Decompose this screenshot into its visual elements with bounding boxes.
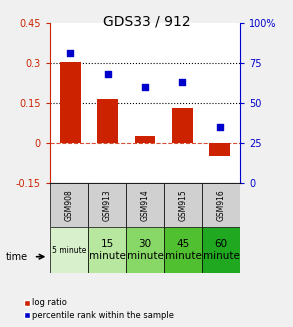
Text: GSM908: GSM908 (64, 189, 73, 221)
Bar (209, 143, 230, 156)
Bar (60, 62, 81, 143)
Point (143, 84, 147, 90)
Bar (135, 136, 155, 143)
Text: 15
minute: 15 minute (88, 239, 125, 261)
Bar (172, 108, 193, 143)
Bar (50, 227, 88, 273)
Bar (50, 183, 88, 227)
Point (68, 51, 73, 56)
Text: GDS33 / 912: GDS33 / 912 (103, 15, 190, 29)
Bar (202, 227, 240, 273)
Bar (98, 99, 118, 143)
Text: GSM916: GSM916 (217, 189, 226, 221)
Point (217, 125, 222, 130)
Text: 30
minute: 30 minute (127, 239, 163, 261)
Bar (164, 227, 202, 273)
Text: GSM913: GSM913 (103, 189, 111, 221)
Text: time: time (6, 252, 28, 262)
Text: GSM914: GSM914 (141, 189, 149, 221)
Text: 60
minute: 60 minute (203, 239, 240, 261)
Bar (126, 183, 164, 227)
Bar (126, 227, 164, 273)
Text: 45
minute: 45 minute (165, 239, 202, 261)
Text: GSM915: GSM915 (179, 189, 188, 221)
Point (180, 79, 185, 85)
Bar (202, 183, 240, 227)
Point (105, 72, 110, 77)
Bar (88, 183, 126, 227)
Legend: log ratio, percentile rank within the sample: log ratio, percentile rank within the sa… (25, 298, 174, 319)
Bar (164, 183, 202, 227)
Text: 5 minute: 5 minute (52, 246, 86, 255)
Bar (88, 227, 126, 273)
